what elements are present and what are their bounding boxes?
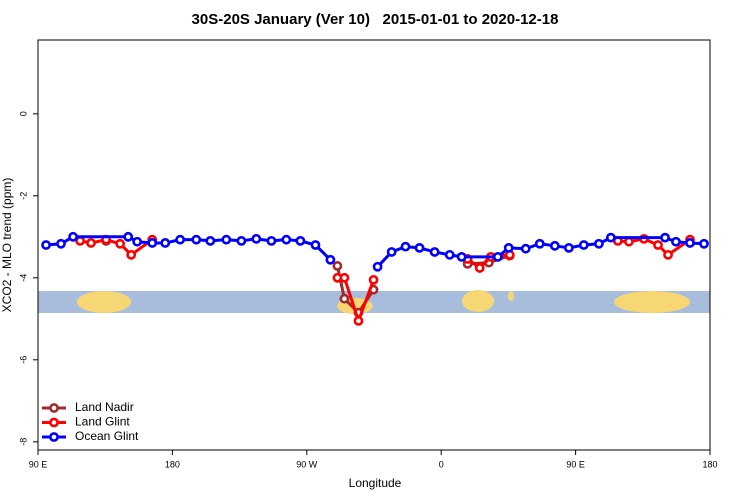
- point: [492, 251, 503, 262]
- point: [520, 243, 531, 254]
- point: [624, 236, 634, 247]
- point: [41, 240, 51, 250]
- point: [123, 231, 134, 242]
- point: [368, 274, 379, 285]
- series-line: [45, 235, 705, 268]
- point: [660, 232, 670, 243]
- point: [372, 261, 383, 272]
- point: [339, 272, 350, 283]
- point: [295, 235, 306, 246]
- legend-marker: [49, 417, 59, 428]
- point: [221, 234, 232, 245]
- y-axis-label: XCO2 - MLO trend (ppm): [0, 178, 14, 313]
- point: [474, 263, 485, 273]
- point: [578, 240, 589, 250]
- point: [414, 242, 425, 253]
- point: [386, 247, 397, 257]
- point: [444, 249, 455, 260]
- series-line: [79, 237, 691, 326]
- point: [160, 238, 171, 248]
- point: [663, 249, 673, 260]
- point: [563, 242, 574, 253]
- point: [56, 238, 66, 249]
- legend-marker: [49, 432, 59, 442]
- x-tick-label: 180: [165, 459, 180, 469]
- point: [353, 315, 364, 326]
- point: [429, 247, 440, 257]
- point: [68, 231, 78, 242]
- point: [339, 293, 350, 304]
- y-tick-label: 0: [18, 111, 28, 116]
- x-tick-label: 90 W: [296, 459, 318, 469]
- point: [400, 241, 411, 252]
- plot-frame: [37, 39, 711, 451]
- point: [685, 238, 695, 248]
- point: [251, 233, 262, 244]
- point: [671, 236, 681, 247]
- y-tick-label: -6: [18, 356, 28, 364]
- chart-title: 30S-20S January (Ver 10) 2015-01-01 to 2…: [192, 11, 559, 28]
- point: [605, 232, 616, 243]
- point: [115, 238, 126, 249]
- legend-label: Land Nadir: [75, 400, 134, 414]
- point: [325, 254, 336, 265]
- x-axis-label: Longitude: [349, 476, 402, 490]
- point: [126, 249, 137, 260]
- point: [205, 235, 216, 246]
- point: [653, 240, 663, 250]
- x-tick-label: 90 E: [566, 459, 585, 469]
- point: [266, 235, 277, 246]
- x-tick-label: 90 E: [29, 459, 48, 469]
- point: [593, 238, 604, 249]
- y-tick-label: -2: [18, 192, 28, 200]
- point: [534, 238, 545, 249]
- point: [175, 234, 186, 245]
- point: [281, 234, 292, 245]
- map-strip: [38, 290, 710, 314]
- legend-marker: [49, 403, 59, 413]
- point: [503, 242, 514, 253]
- point: [456, 251, 467, 262]
- point: [699, 238, 709, 249]
- point: [132, 236, 143, 247]
- point: [86, 238, 96, 248]
- point: [549, 240, 560, 251]
- point: [332, 261, 343, 271]
- x-tick-label: 0: [439, 459, 444, 469]
- y-tick-label: -4: [18, 274, 28, 282]
- y-tick-label: -8: [18, 438, 28, 446]
- point: [236, 235, 247, 246]
- point: [310, 240, 321, 250]
- point: [147, 238, 158, 248]
- point: [191, 234, 202, 245]
- x-tick-label: 180: [702, 459, 717, 469]
- legend-label: Ocean Glint: [75, 429, 139, 443]
- legend-label: Land Glint: [75, 415, 130, 429]
